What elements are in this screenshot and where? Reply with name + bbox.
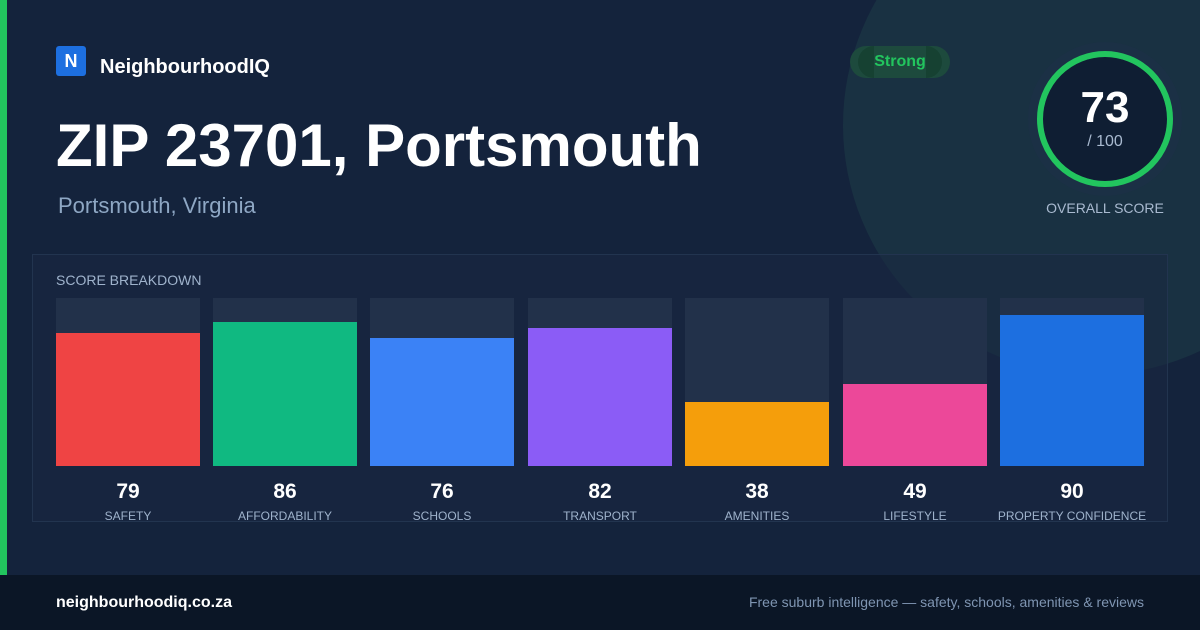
bar-track	[528, 298, 672, 466]
score-bar-property-confidence: 90 PROPERTY CONFIDENCE	[998, 298, 1146, 523]
page-title: ZIP 23701, Portsmouth	[56, 112, 702, 179]
badge-notch-left	[858, 46, 874, 78]
bar-fill-safety	[56, 333, 200, 466]
bar-label-safety: SAFETY	[104, 509, 152, 523]
bar-value-property-confidence: 90	[1060, 480, 1084, 503]
score-bar-amenities: 38 AMENITIES	[685, 298, 829, 523]
score-ring-progress	[1037, 51, 1173, 187]
bar-value-amenities: 38	[745, 480, 769, 503]
footer-tagline: Free suburb intelligence — safety, schoo…	[748, 594, 1144, 610]
location-subtitle: Portsmouth, Virginia	[58, 193, 256, 218]
bar-value-safety: 79	[116, 480, 140, 503]
overall-score-ring	[1028, 42, 1182, 196]
bar-fill-amenities	[685, 402, 829, 466]
overall-score-caption: OVERALL SCORE	[1046, 200, 1164, 216]
bar-label-transport: TRANSPORT	[563, 509, 637, 523]
bar-value-lifestyle: 49	[903, 480, 927, 503]
bar-label-amenities: AMENITIES	[724, 509, 790, 523]
overall-score-value: 73	[1080, 83, 1130, 132]
score-bar-lifestyle: 49 LIFESTYLE	[843, 298, 987, 523]
bar-fill-transport	[528, 328, 672, 466]
score-bar-affordability: 86 AFFORDABILITY	[213, 298, 357, 523]
score-bar-transport: 82 TRANSPORT	[528, 298, 672, 523]
bar-label-property-confidence: PROPERTY CONFIDENCE	[997, 509, 1147, 523]
badge-notch-right	[926, 46, 942, 78]
bar-label-schools: SCHOOLS	[412, 509, 472, 523]
status-badge-label: Strong	[874, 53, 926, 70]
bar-fill-schools	[370, 338, 514, 466]
bar-fill-lifestyle	[843, 384, 987, 466]
bar-fill-property-confidence	[1000, 315, 1144, 466]
bar-track	[213, 298, 357, 466]
accent-stripe	[0, 0, 7, 575]
bar-label-lifestyle: LIFESTYLE	[883, 509, 947, 523]
bar-fill-affordability	[213, 322, 357, 466]
bar-track	[1000, 298, 1144, 466]
footer	[0, 575, 1200, 630]
bar-track	[370, 298, 514, 466]
bar-value-transport: 82	[588, 480, 612, 503]
status-badge: Strong	[850, 46, 950, 78]
bar-label-affordability: AFFORDABILITY	[237, 509, 332, 523]
score-bar-schools: 76 SCHOOLS	[370, 298, 514, 523]
bar-value-schools: 76	[430, 480, 454, 503]
brand-name: NeighbourhoodIQ	[100, 56, 270, 78]
overall-score-out-of: / 100	[1087, 133, 1123, 150]
brand-logo-icon: N	[56, 46, 86, 76]
bar-track	[685, 298, 829, 466]
bar-track	[56, 298, 200, 466]
score-bar-safety: 79 SAFETY	[56, 298, 200, 523]
bar-value-affordability: 86	[273, 480, 297, 503]
footer-website-link[interactable]: neighbourhoodiq.co.za	[56, 594, 232, 611]
bar-track	[843, 298, 987, 466]
score-breakdown-title: SCORE BREAKDOWN	[56, 272, 202, 288]
